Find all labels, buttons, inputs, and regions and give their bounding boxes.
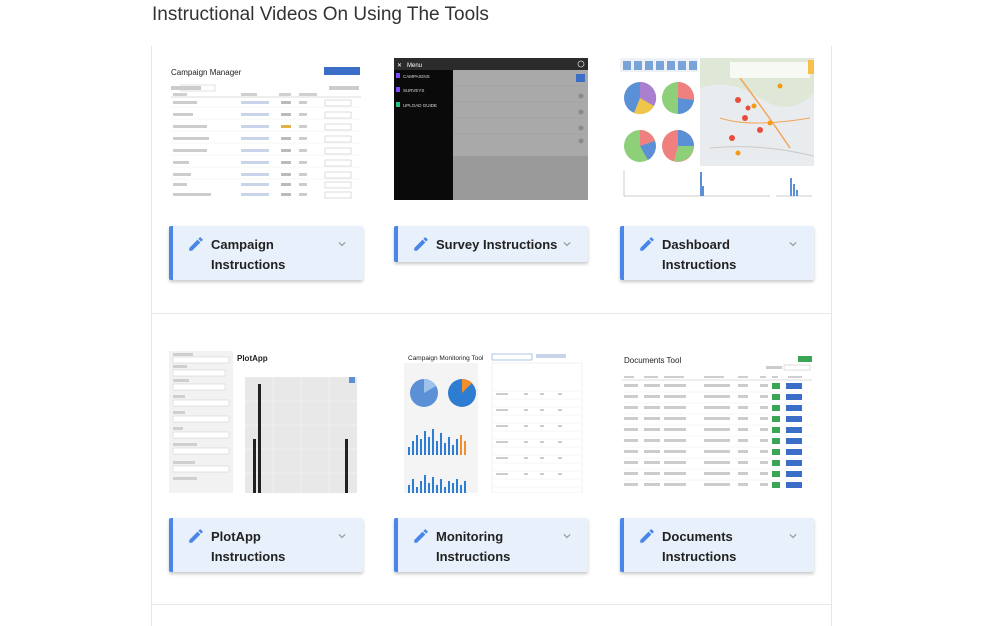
documents-thumbnail[interactable]: Documents Tool xyxy=(620,351,814,493)
survey-menu-item: UPLOAD GUIDE xyxy=(403,103,437,108)
monitoring-instructions-header[interactable]: Monitoring Instructions xyxy=(394,518,588,572)
chevron-down-icon xyxy=(563,534,571,539)
pencil-icon xyxy=(640,237,654,251)
dashboard-instructions-header[interactable]: Dashboard Instructions xyxy=(620,226,814,280)
monitoring-thumbnail[interactable]: Campaign Monitoring Tool xyxy=(394,351,588,493)
dashboard-thumbnail[interactable] xyxy=(620,58,814,200)
plotapp-instructions-header[interactable]: PlotApp Instructions xyxy=(169,518,363,572)
plotapp-thumbnail[interactable]: PlotApp xyxy=(169,351,363,493)
row-divider xyxy=(152,604,831,605)
plotapp-thumb-title: PlotApp xyxy=(237,354,268,363)
campaign-instructions-label: Campaign Instructions xyxy=(211,237,286,272)
pencil-icon xyxy=(189,529,203,543)
monitoring-thumb-title: Campaign Monitoring Tool xyxy=(408,355,484,362)
survey-instructions-header[interactable]: Survey Instructions xyxy=(394,226,588,262)
campaign-instructions-header[interactable]: Campaign Instructions xyxy=(169,226,363,280)
documents-thumb-title: Documents Tool xyxy=(624,356,681,365)
campaign-thumb-title: Campaign Manager xyxy=(171,68,242,77)
row-divider xyxy=(152,313,831,314)
svg-text:✕: ✕ xyxy=(397,63,402,69)
survey-instructions-label: Survey Instructions xyxy=(436,237,558,252)
chevron-down-icon xyxy=(338,534,346,539)
monitoring-instructions-label: Monitoring Instructions xyxy=(436,529,511,564)
campaign-thumbnail[interactable]: Campaign Manager xyxy=(169,58,363,200)
pencil-icon xyxy=(414,237,428,251)
pencil-icon xyxy=(189,237,203,251)
chevron-down-icon xyxy=(338,242,346,247)
chevron-down-icon xyxy=(789,534,797,539)
survey-menu-item: CAMPAIGNS xyxy=(403,74,430,79)
pencil-icon xyxy=(640,529,654,543)
survey-thumbnail[interactable]: ✕ Menu CAMPAIGNS SURVEYS UPLOAD GUIDE xyxy=(394,58,588,200)
documents-instructions-header[interactable]: Documents Instructions xyxy=(620,518,814,572)
chevron-down-icon xyxy=(563,242,571,247)
dashboard-instructions-label: Dashboard Instructions xyxy=(662,237,737,272)
survey-menu-item: SURVEYS xyxy=(403,88,424,93)
page-title: Instructional Videos On Using The Tools xyxy=(152,4,489,25)
survey-thumb-title: Menu xyxy=(407,63,422,69)
pencil-icon xyxy=(414,529,428,543)
chevron-down-icon xyxy=(789,242,797,247)
plotapp-instructions-label: PlotApp Instructions xyxy=(211,529,286,564)
documents-instructions-label: Documents Instructions xyxy=(662,529,737,564)
